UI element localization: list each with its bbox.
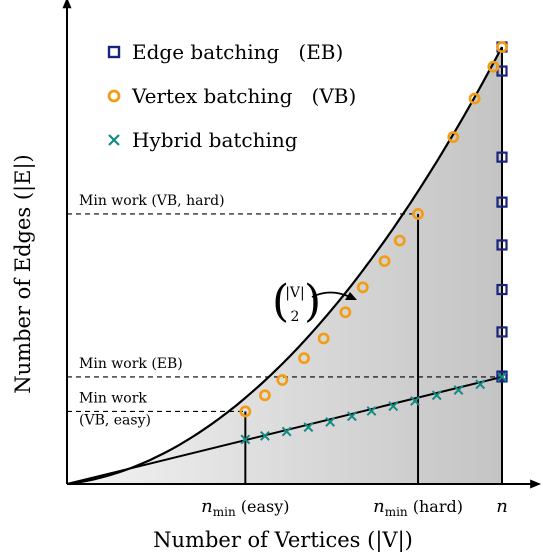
hybrid-marker: [260, 431, 270, 441]
hybrid-marker: [347, 411, 357, 422]
curve-label-bottom: 2: [291, 309, 300, 325]
x-axis-arrowhead: [530, 479, 542, 489]
eb-marker: [496, 151, 508, 163]
data-markers: [239, 41, 508, 445]
x-axis-label: Number of Vertices (|V|): [153, 528, 413, 553]
vb-marker: [339, 306, 352, 319]
vb-marker: [496, 41, 508, 53]
vb-marker: [487, 60, 500, 73]
legend-label-3: Hybrid batching: [132, 128, 298, 152]
x-tick-label-1: nmin (easy): [201, 496, 289, 519]
hybrid-marker: [431, 390, 442, 401]
curve-label-top: |V|: [285, 285, 305, 301]
eb-marker: [496, 65, 508, 77]
vb-marker: [356, 281, 369, 294]
annotation-label-1-1: Min work (VB, hard): [79, 193, 225, 209]
vb-marker: [447, 131, 460, 143]
hybrid-marker: [281, 426, 292, 437]
hybrid-marker: [240, 434, 251, 445]
legend-vb-marker: [107, 89, 121, 103]
y-axis-arrowhead: [62, 0, 72, 9]
eb-marker: [496, 283, 508, 296]
hybrid-marker: [388, 401, 399, 412]
vertical-guide-lines: [244, 47, 503, 484]
vb-marker: [378, 255, 391, 268]
eb-marker: [496, 196, 508, 208]
legend-label-1: Edge batching (EB): [132, 40, 343, 64]
curve-label-right-paren: ): [304, 276, 321, 327]
vb-marker: [276, 374, 289, 386]
curve-label: ()|V| 2: [272, 276, 357, 327]
vb-marker: [259, 389, 271, 402]
annotation-label-3-1: Min work: [79, 390, 147, 406]
eb-marker: [496, 239, 508, 251]
x-tick-label-2: nmin (hard): [373, 496, 463, 519]
curve-label-left-paren: (: [272, 276, 289, 327]
x-tick-label-3: n: [496, 496, 508, 517]
curve-area-fill: [67, 47, 502, 484]
hybrid-marker: [410, 396, 420, 406]
hybrid-marker: [325, 417, 336, 427]
vb-marker: [239, 405, 252, 418]
legend-label-2: Vertex batching (VB): [131, 84, 356, 108]
vb-marker: [298, 352, 310, 365]
vb-marker: [412, 208, 424, 220]
min-work-annotations: Min work (VB, hard) Min work (EB) Min work…: [67, 193, 502, 428]
hybrid-marker: [475, 379, 486, 390]
annotation-label-2-1: Min work (EB): [79, 356, 183, 372]
curve-label-arrow: [311, 291, 351, 298]
eb-marker: [496, 326, 508, 338]
binomial-curve: [66, 46, 503, 486]
legend-eb-marker: [107, 45, 121, 59]
curve-label-arrowhead: [345, 292, 357, 300]
eb-marker: [496, 371, 508, 383]
vb-marker: [468, 92, 481, 105]
hybrid-marker: [366, 406, 377, 416]
y-axis-label: Number of Edges (|E|): [11, 154, 36, 393]
legend: Edge batching (EB) Vertex batching (VB) Hy…: [107, 40, 356, 152]
annotation-label-3-2: (VB, easy): [79, 412, 151, 428]
vb-marker: [393, 234, 406, 247]
legend-hybrid-marker: [108, 134, 120, 146]
hybrid-marker: [497, 372, 507, 382]
hybrid-marker: [303, 422, 314, 433]
hybrid-marker: [453, 385, 464, 395]
x-tick-labels: nmin (easy) nmin (hard) n: [201, 496, 508, 519]
vb-marker: [317, 332, 330, 345]
